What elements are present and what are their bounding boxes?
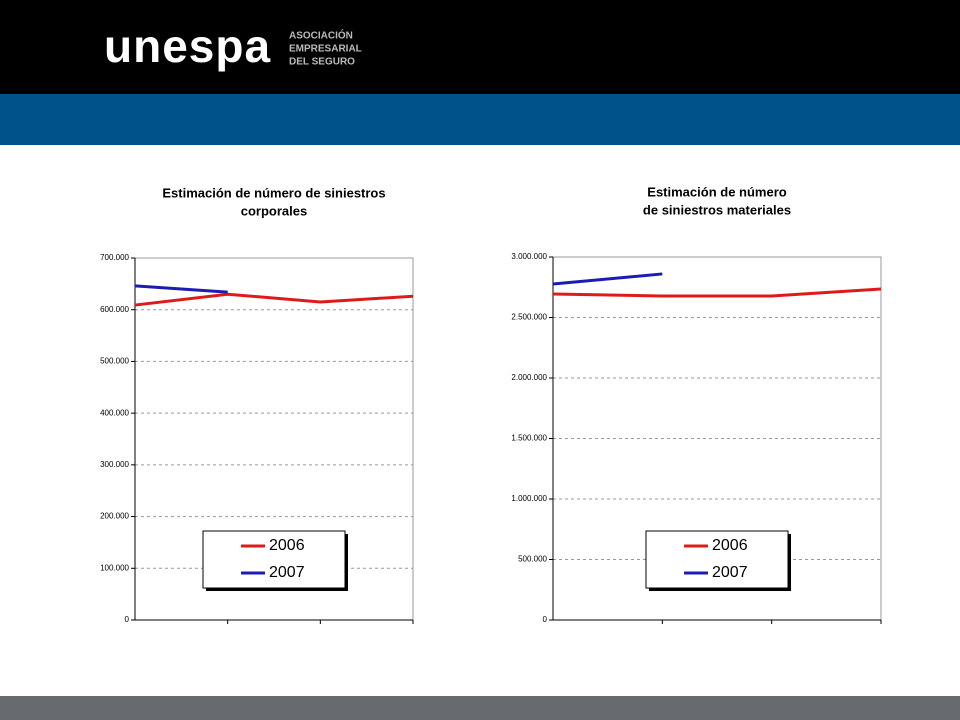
tagline: DEL SEGURO (289, 57, 355, 68)
series-line (552, 287, 882, 298)
tagline: EMPRESARIAL (289, 44, 362, 55)
legend-label: 2006 (712, 537, 748, 554)
chart-title: Estimación de número (647, 184, 786, 199)
y-tick-label: 2.500.000 (511, 313, 547, 322)
y-tick-label: 400.000 (100, 408, 129, 417)
series-line (552, 272, 663, 286)
chart-title: Estimación de número de siniestros (162, 185, 385, 200)
chart-title: corporales (241, 203, 307, 218)
y-tick-label: 1.500.000 (511, 434, 547, 443)
tagline: ASOCIACIÓN (289, 29, 353, 42)
legend-label: 2006 (269, 537, 305, 554)
y-tick-label: 100.000 (100, 563, 129, 572)
legend-label: 2007 (712, 564, 748, 581)
series-line (134, 284, 228, 294)
y-tick-label: 1.000.000 (511, 494, 547, 503)
y-tick-label: 200.000 (100, 512, 129, 521)
legend (202, 530, 346, 589)
chart-title: de siniestros materiales (643, 202, 791, 217)
y-tick-label: 600.000 (100, 305, 129, 314)
y-tick-label: 3.000.000 (511, 252, 547, 261)
y-tick-label: 0 (543, 615, 548, 624)
y-tick-label: 300.000 (100, 460, 129, 469)
footer-bar (0, 696, 960, 720)
y-tick-label: 0 (125, 615, 130, 624)
series-line (134, 292, 414, 307)
y-tick-label: 700.000 (100, 253, 129, 262)
y-tick-label: 2.000.000 (511, 373, 547, 382)
logo: unespa (104, 20, 271, 72)
legend-label: 2007 (269, 564, 305, 581)
blue-band (0, 94, 960, 145)
header-bar (0, 0, 960, 94)
y-tick-label: 500.000 (518, 555, 547, 564)
legend (645, 530, 789, 589)
y-tick-label: 500.000 (100, 357, 129, 366)
